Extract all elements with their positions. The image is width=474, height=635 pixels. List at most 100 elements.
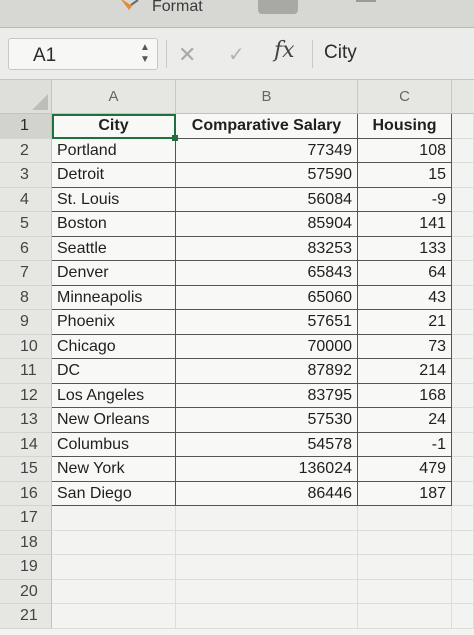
column-header-b[interactable]: B xyxy=(176,80,358,114)
table-cell[interactable] xyxy=(452,334,474,359)
table-cell[interactable]: 57590 xyxy=(176,163,358,188)
table-cell[interactable]: 24 xyxy=(358,408,452,433)
header-cell[interactable]: City xyxy=(52,114,176,139)
table-cell[interactable]: 83795 xyxy=(176,383,358,408)
table-cell[interactable] xyxy=(176,579,358,604)
table-cell[interactable]: 86446 xyxy=(176,481,358,506)
table-cell[interactable]: DC xyxy=(52,359,176,384)
table-cell[interactable] xyxy=(452,579,474,604)
row-header[interactable]: 14 xyxy=(0,432,52,457)
table-cell[interactable]: -9 xyxy=(358,187,452,212)
table-cell[interactable]: 57530 xyxy=(176,408,358,433)
table-cell[interactable] xyxy=(452,138,474,163)
table-cell[interactable] xyxy=(176,530,358,555)
table-cell[interactable]: 133 xyxy=(358,236,452,261)
table-cell[interactable] xyxy=(452,457,474,482)
table-cell[interactable]: 87892 xyxy=(176,359,358,384)
checkmark-icon[interactable]: ✓ xyxy=(228,44,245,66)
ribbon-control[interactable] xyxy=(258,0,298,14)
table-cell[interactable]: Columbus xyxy=(52,432,176,457)
table-cell[interactable]: 15 xyxy=(358,163,452,188)
table-cell[interactable]: Denver xyxy=(52,261,176,286)
table-cell[interactable] xyxy=(452,432,474,457)
row-header[interactable]: 18 xyxy=(0,530,52,555)
table-cell[interactable]: 65060 xyxy=(176,285,358,310)
row-header[interactable]: 8 xyxy=(0,285,52,310)
table-cell[interactable]: -1 xyxy=(358,432,452,457)
table-cell[interactable]: Chicago xyxy=(52,334,176,359)
table-cell[interactable]: San Diego xyxy=(52,481,176,506)
row-header[interactable]: 9 xyxy=(0,310,52,335)
table-cell[interactable] xyxy=(452,310,474,335)
table-cell[interactable] xyxy=(176,506,358,531)
fx-icon[interactable]: fx xyxy=(274,38,295,63)
table-cell[interactable]: 187 xyxy=(358,481,452,506)
format-menu-label[interactable]: Format xyxy=(152,0,203,15)
table-cell[interactable] xyxy=(452,506,474,531)
header-cell[interactable]: Housing xyxy=(358,114,452,139)
table-cell[interactable]: 56084 xyxy=(176,187,358,212)
table-cell[interactable]: 108 xyxy=(358,138,452,163)
table-cell[interactable]: 65843 xyxy=(176,261,358,286)
table-cell[interactable]: 54578 xyxy=(176,432,358,457)
table-cell[interactable] xyxy=(52,579,176,604)
table-cell[interactable]: Boston xyxy=(52,212,176,237)
row-header[interactable]: 7 xyxy=(0,261,52,286)
table-cell[interactable] xyxy=(452,359,474,384)
table-cell[interactable] xyxy=(176,555,358,580)
column-header-c[interactable]: C xyxy=(358,80,452,114)
name-box[interactable]: A1 ▲ ▼ xyxy=(8,38,158,70)
cancel-icon[interactable]: ✕ xyxy=(178,42,197,67)
table-cell[interactable]: Los Angeles xyxy=(52,383,176,408)
table-cell[interactable]: 136024 xyxy=(176,457,358,482)
row-header[interactable]: 5 xyxy=(0,212,52,237)
row-header[interactable]: 16 xyxy=(0,481,52,506)
table-cell[interactable] xyxy=(452,212,474,237)
table-cell[interactable]: 21 xyxy=(358,310,452,335)
row-header[interactable]: 10 xyxy=(0,334,52,359)
table-cell[interactable]: 57651 xyxy=(176,310,358,335)
name-box-stepper[interactable]: ▲ ▼ xyxy=(139,42,151,66)
chevron-down-icon[interactable]: ▼ xyxy=(140,54,150,65)
chevron-up-icon[interactable]: ▲ xyxy=(140,42,150,53)
table-cell[interactable]: New Orleans xyxy=(52,408,176,433)
header-cell[interactable]: Comparative Salary xyxy=(176,114,358,139)
table-cell[interactable]: St. Louis xyxy=(52,187,176,212)
row-header[interactable]: 2 xyxy=(0,138,52,163)
table-cell[interactable]: 168 xyxy=(358,383,452,408)
row-header[interactable]: 11 xyxy=(0,359,52,384)
table-cell[interactable] xyxy=(452,383,474,408)
table-cell[interactable] xyxy=(452,530,474,555)
row-header[interactable]: 21 xyxy=(0,604,52,629)
table-cell[interactable] xyxy=(176,604,358,629)
table-cell[interactable]: 85904 xyxy=(176,212,358,237)
table-cell[interactable]: 77349 xyxy=(176,138,358,163)
table-cell[interactable]: 43 xyxy=(358,285,452,310)
row-header[interactable]: 12 xyxy=(0,383,52,408)
row-header[interactable]: 15 xyxy=(0,457,52,482)
table-cell[interactable] xyxy=(452,408,474,433)
table-cell[interactable] xyxy=(52,530,176,555)
table-cell[interactable] xyxy=(52,506,176,531)
table-cell[interactable] xyxy=(452,114,474,139)
table-cell[interactable] xyxy=(452,236,474,261)
table-cell[interactable]: 141 xyxy=(358,212,452,237)
table-cell[interactable] xyxy=(358,604,452,629)
row-header[interactable]: 1 xyxy=(0,114,52,139)
table-cell[interactable]: Portland xyxy=(52,138,176,163)
table-cell[interactable] xyxy=(452,261,474,286)
table-cell[interactable] xyxy=(452,604,474,629)
fill-handle[interactable] xyxy=(172,134,178,141)
table-cell[interactable] xyxy=(52,555,176,580)
row-header[interactable]: 4 xyxy=(0,187,52,212)
row-header[interactable]: 3 xyxy=(0,163,52,188)
table-cell[interactable]: 214 xyxy=(358,359,452,384)
table-cell[interactable]: 70000 xyxy=(176,334,358,359)
table-cell[interactable] xyxy=(358,506,452,531)
table-cell[interactable]: 83253 xyxy=(176,236,358,261)
table-cell[interactable] xyxy=(358,555,452,580)
row-header[interactable]: 13 xyxy=(0,408,52,433)
table-cell[interactable]: 479 xyxy=(358,457,452,482)
row-header[interactable]: 20 xyxy=(0,579,52,604)
paintbrush-icon[interactable] xyxy=(118,0,140,14)
